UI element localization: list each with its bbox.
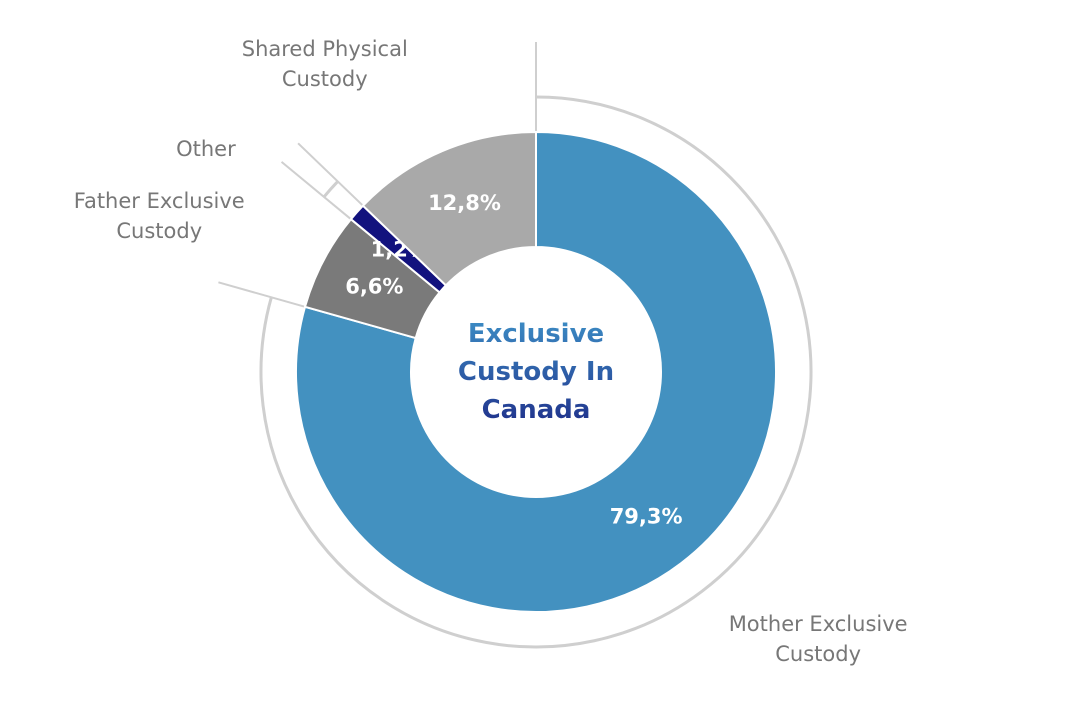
bracket-line (297, 142, 364, 207)
bracket-line (280, 161, 352, 220)
category-label: Shared Physical Custody (241, 36, 408, 91)
chart-title: Exclusive Custody In Canada (446, 315, 626, 429)
donut-segment (361, 130, 537, 287)
value-label: 12,8% (428, 191, 501, 215)
value-label: 79,3% (610, 505, 683, 529)
donut-segment (295, 130, 777, 613)
category-label: Mother Exclusive Custody (728, 612, 908, 667)
bracket-line (218, 281, 306, 308)
bracket-arc (259, 95, 813, 649)
value-label: 6,6% (345, 274, 403, 298)
category-label: Other (176, 137, 236, 162)
category-label: Father Exclusive Custody (73, 189, 245, 244)
bracket-arc (322, 180, 339, 198)
